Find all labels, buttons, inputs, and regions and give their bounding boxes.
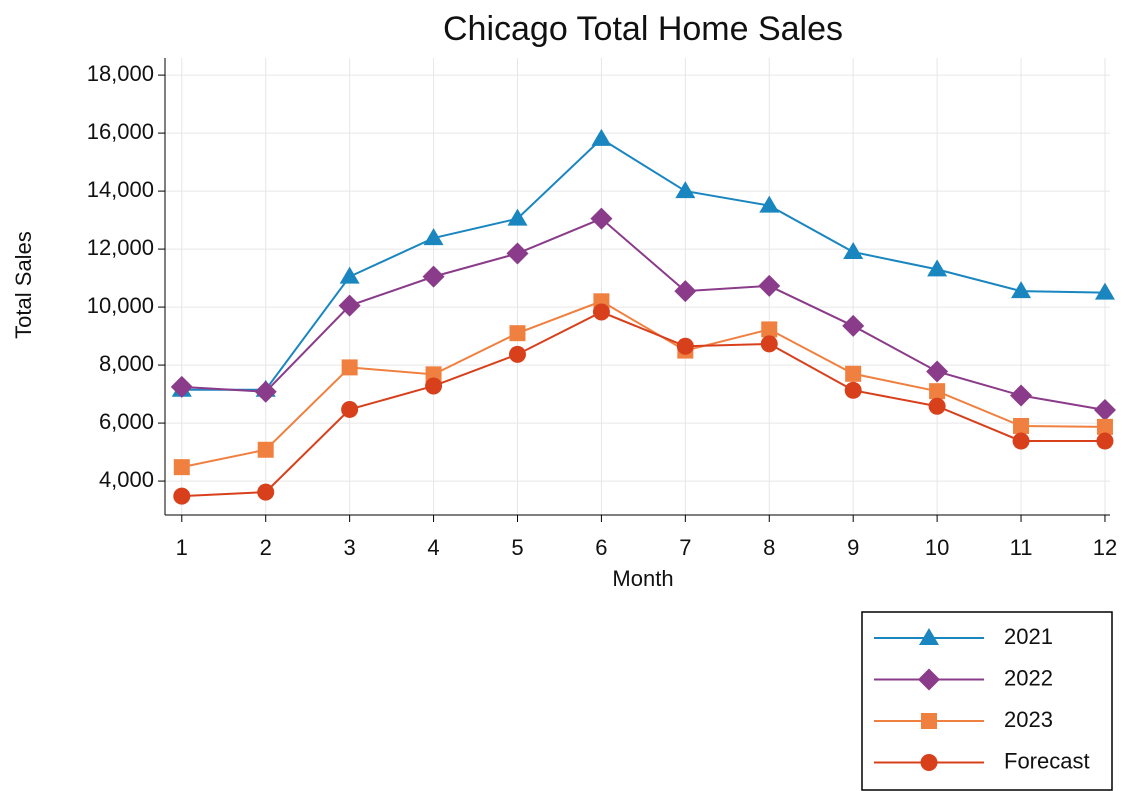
marker [257, 483, 275, 501]
marker [508, 345, 526, 363]
marker [1010, 384, 1033, 407]
marker [845, 365, 862, 382]
y-tick-label: 16,000 [87, 119, 154, 144]
y-tick-label: 14,000 [87, 177, 154, 202]
x-tick-label: 8 [763, 535, 775, 560]
y-tick-label: 10,000 [87, 293, 154, 318]
marker [1012, 432, 1030, 450]
marker [1011, 281, 1032, 299]
x-tick-label: 11 [1010, 535, 1033, 560]
legend-label: Forecast [1004, 748, 1090, 773]
marker [758, 274, 781, 297]
marker [341, 359, 358, 376]
marker [759, 195, 780, 213]
marker [425, 377, 443, 395]
y-tick-label: 6,000 [99, 409, 154, 434]
series-line [181, 137, 1105, 391]
x-tick-label: 5 [511, 535, 523, 560]
marker [422, 265, 445, 288]
marker [506, 242, 529, 265]
x-tick-label: 12 [1093, 535, 1117, 560]
marker [254, 380, 277, 403]
legend: 2021 2022 2023 Forecast [861, 611, 1113, 791]
x-tick-label: 3 [344, 535, 356, 560]
marker [919, 628, 939, 645]
marker [1096, 418, 1113, 435]
marker [425, 366, 442, 383]
x-tick-label: 1 [176, 535, 188, 560]
series-line [181, 217, 1106, 412]
chart-title: Chicago Total Home Sales [443, 10, 843, 48]
series-line [181, 310, 1105, 498]
marker [590, 207, 613, 230]
marker [507, 208, 528, 226]
marker [920, 754, 938, 771]
marker [509, 325, 526, 342]
y-axis-label: Total Sales [11, 231, 36, 339]
x-tick-label: 9 [847, 535, 859, 560]
marker [1093, 399, 1116, 422]
marker [591, 128, 612, 146]
x-tick-label: 4 [427, 535, 439, 560]
marker [760, 335, 778, 353]
marker [674, 280, 697, 303]
legend-box [861, 611, 1113, 791]
series-line [181, 300, 1105, 469]
x-tick-label: 6 [595, 535, 607, 560]
marker [761, 321, 778, 338]
legend-label: 2022 [1004, 665, 1053, 690]
marker [676, 337, 694, 355]
y-tick-label: 18,000 [87, 61, 154, 86]
marker [1094, 282, 1115, 300]
x-tick-label: 2 [260, 535, 272, 560]
marker [1096, 432, 1114, 450]
marker [423, 228, 444, 246]
marker [592, 303, 610, 321]
legend-label: 2021 [1004, 624, 1053, 649]
marker [929, 383, 946, 400]
marker [921, 713, 937, 729]
x-axis-label: Month [612, 566, 673, 591]
marker [339, 266, 360, 284]
marker [843, 241, 864, 259]
x-tick-label: 7 [679, 535, 691, 560]
marker [173, 487, 191, 505]
marker [173, 459, 190, 476]
marker [926, 360, 949, 383]
marker [927, 259, 948, 277]
marker [844, 381, 862, 399]
marker [341, 400, 359, 418]
x-tick-label: 10 [925, 535, 949, 560]
y-tick-label: 4,000 [99, 467, 154, 492]
y-tick-label: 12,000 [87, 235, 154, 260]
marker [842, 314, 865, 337]
marker [675, 181, 696, 199]
marker [928, 397, 946, 415]
marker [170, 375, 193, 398]
legend-label: 2023 [1004, 707, 1053, 732]
marker [338, 294, 361, 317]
y-tick-label: 8,000 [99, 351, 154, 376]
marker [257, 441, 274, 458]
marker [918, 668, 940, 691]
marker [1013, 417, 1030, 434]
